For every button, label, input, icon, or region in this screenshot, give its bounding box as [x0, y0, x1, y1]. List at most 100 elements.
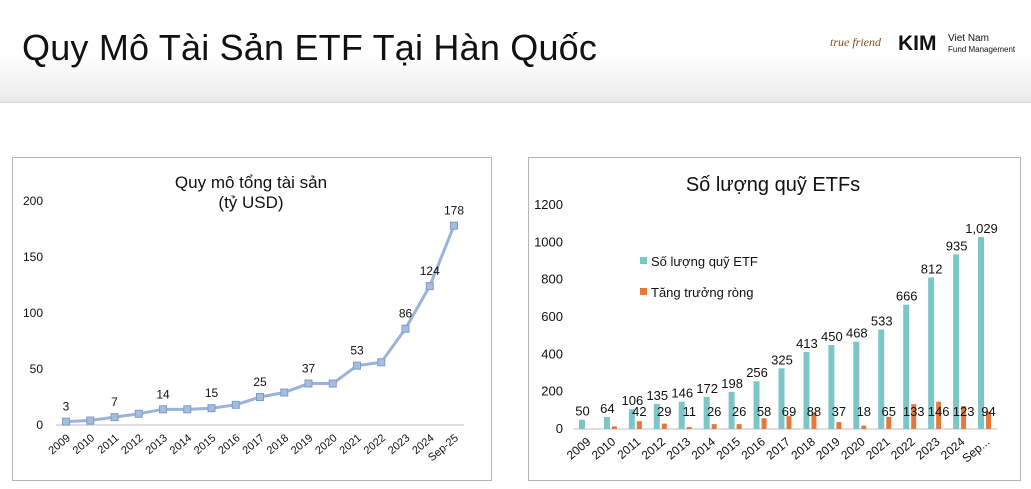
etf-count-label: 64 [600, 401, 614, 416]
etf-count-bar [803, 351, 810, 429]
etf-count-bar [603, 417, 610, 429]
aum-point [159, 405, 167, 414]
aum-point [353, 361, 361, 370]
y-tick-label: 200 [541, 384, 563, 399]
etf-count-label: 468 [846, 326, 868, 341]
net-growth-bar [836, 422, 842, 429]
net-growth-label: 29 [657, 404, 671, 419]
x-tick-label: 2019 [289, 432, 315, 457]
net-growth-label: 65 [882, 404, 896, 419]
etf-count-chart-panel: Số lượng quỹ ETFs 0 200 400 600 800 1000 1200 50… [528, 157, 1021, 481]
x-tick-label: 2015 [192, 432, 218, 457]
y-tick-label: 0 [36, 418, 43, 432]
etf-count-bar [828, 345, 835, 429]
legend-label-etf-count: Số lượng quỹ ETF [651, 254, 758, 269]
aum-data-label: 14 [156, 387, 170, 401]
etf-count-label: 325 [771, 352, 793, 367]
etf-count-label: 935 [946, 238, 968, 253]
net-growth-label: 26 [707, 404, 721, 419]
aum-line-chart: Quy mô tổng tài sản(tỷ USD) 0 50 100 150 200 3… [23, 173, 464, 464]
x-tick-label: 2014 [689, 434, 719, 462]
etf-count-label: 812 [921, 261, 943, 276]
etf-count-label: 1,029 [965, 221, 998, 236]
aum-data-label: 53 [350, 344, 364, 358]
y-tick-label: 1000 [534, 234, 563, 249]
etf-count-label: 666 [896, 289, 918, 304]
chart-title: Quy mô tổng tài sản [175, 173, 327, 192]
net-growth-bar [936, 401, 942, 429]
aum-point [62, 417, 70, 426]
aum-data-label: 37 [302, 362, 316, 376]
etf-count-bar [628, 409, 635, 429]
aum-chart-panel: Quy mô tổng tài sản (tỷ USD) 0 50 100 150 200 3… [12, 157, 492, 481]
net-growth-label: 26 [732, 404, 746, 419]
y-tick-label: 1200 [534, 197, 563, 212]
x-tick-label: 2014 [168, 432, 194, 457]
legend-swatch-etf-count [640, 257, 647, 264]
x-tick-label: 2009 [564, 434, 594, 462]
x-tick-label: 2017 [240, 432, 266, 457]
aum-data-label: 86 [399, 307, 413, 321]
x-tick-label: 2012 [639, 434, 669, 462]
logo-line2: Fund Management [948, 45, 1016, 54]
etf-count-label: 106 [622, 393, 644, 408]
etf-count-label: 50 [575, 404, 589, 419]
net-growth-bar [861, 425, 867, 429]
net-growth-label: 37 [832, 404, 846, 419]
aum-point [377, 358, 386, 367]
etf-count-bar [978, 236, 985, 429]
x-tick-label: 2021 [337, 432, 363, 457]
aum-point [401, 324, 410, 333]
etf-count-bar [878, 329, 885, 429]
x-tick-label: 2010 [71, 432, 97, 457]
net-growth-bar [736, 424, 742, 429]
x-tick-label: 2020 [313, 432, 339, 457]
etf-count-label: 256 [746, 365, 768, 380]
etf-count-bar [678, 401, 685, 429]
aum-point [304, 379, 313, 388]
aum-point [425, 282, 434, 291]
etf-count-bar [953, 254, 960, 429]
legend-label-net-growth: Tăng trưởng ròng [651, 285, 754, 300]
aum-point [134, 409, 143, 418]
net-growth-label: 69 [782, 404, 796, 419]
etf-count-label: 198 [721, 376, 743, 391]
x-tick-label: 2023 [913, 434, 943, 462]
etf-count-bar [728, 392, 735, 429]
y-tick-label: 200 [23, 194, 43, 208]
net-growth-label: 123 [953, 404, 975, 419]
net-growth-bar [661, 423, 667, 429]
aum-data-label: 178 [444, 204, 464, 218]
aum-data-label: 7 [111, 395, 118, 409]
x-tick-label: 2010 [589, 434, 619, 462]
legend-swatch-net-growth [640, 288, 647, 295]
etf-count-bar [903, 304, 910, 429]
net-growth-bar [761, 418, 767, 429]
net-growth-label: 88 [807, 404, 821, 419]
y-tick-label: 600 [541, 309, 563, 324]
x-tick-label: 2021 [863, 434, 893, 462]
x-tick-label: 2011 [615, 434, 644, 462]
aum-data-label: 15 [205, 386, 219, 400]
y-tick-label: 800 [541, 272, 563, 287]
net-growth-bar [636, 421, 642, 429]
net-growth-bar [961, 406, 967, 429]
aum-data-label: 25 [253, 375, 267, 389]
etf-count-label: 533 [871, 314, 893, 329]
chart-title: (tỷ USD) [218, 193, 283, 212]
net-growth-label: 18 [857, 404, 871, 419]
x-tick-label: 2016 [739, 434, 769, 462]
x-tick-label: 2017 [763, 434, 793, 462]
net-growth-label: 146 [928, 404, 950, 419]
net-growth-bar [811, 412, 817, 429]
net-growth-bar [786, 416, 792, 429]
etf-count-bar [653, 403, 660, 429]
x-tick-label: 2022 [362, 432, 388, 457]
aum-point [256, 393, 264, 401]
net-growth-bar [986, 411, 992, 429]
net-growth-label: 58 [757, 404, 771, 419]
x-tick-label: 2016 [216, 432, 242, 457]
x-tick-label: 2013 [143, 432, 169, 457]
net-growth-bar [886, 416, 892, 429]
net-growth-bar [911, 404, 917, 429]
